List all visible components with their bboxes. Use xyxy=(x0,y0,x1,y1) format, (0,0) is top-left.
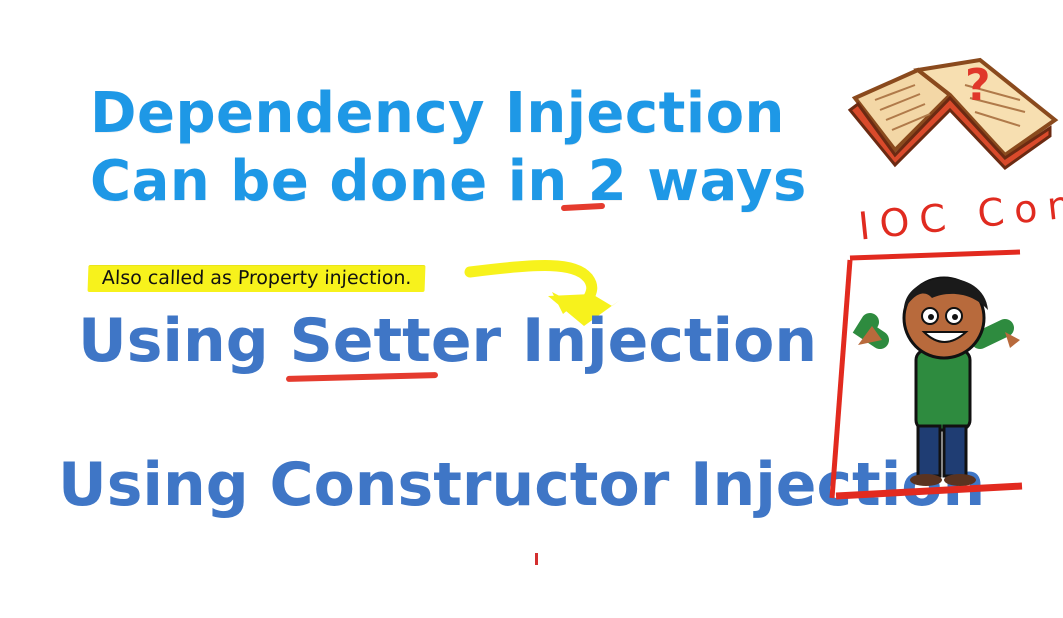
title-line-2-before: Can be done in xyxy=(90,149,588,214)
character-icon xyxy=(852,276,1020,486)
title-line-2-after: ways xyxy=(627,149,807,214)
text-cursor xyxy=(535,553,538,565)
book-question-mark: ? xyxy=(965,60,991,111)
title-line-2: Can be done in 2 ways xyxy=(90,148,850,216)
book-question-icon: ? xyxy=(847,57,1059,170)
setter-using-label: Using xyxy=(78,306,290,376)
ioc-container-illustration: ? xyxy=(829,57,1059,500)
title-line-1: Dependency Injection xyxy=(90,81,785,146)
setter-emphasis: Setter xyxy=(289,306,502,376)
property-injection-note: Also called as Property injection. xyxy=(87,265,426,292)
setter-injection-label: Injection xyxy=(501,306,818,376)
slide-title: Dependency Injection Can be done in 2 wa… xyxy=(90,80,850,216)
setter-injection-item: Using Setter Injection xyxy=(78,306,817,376)
